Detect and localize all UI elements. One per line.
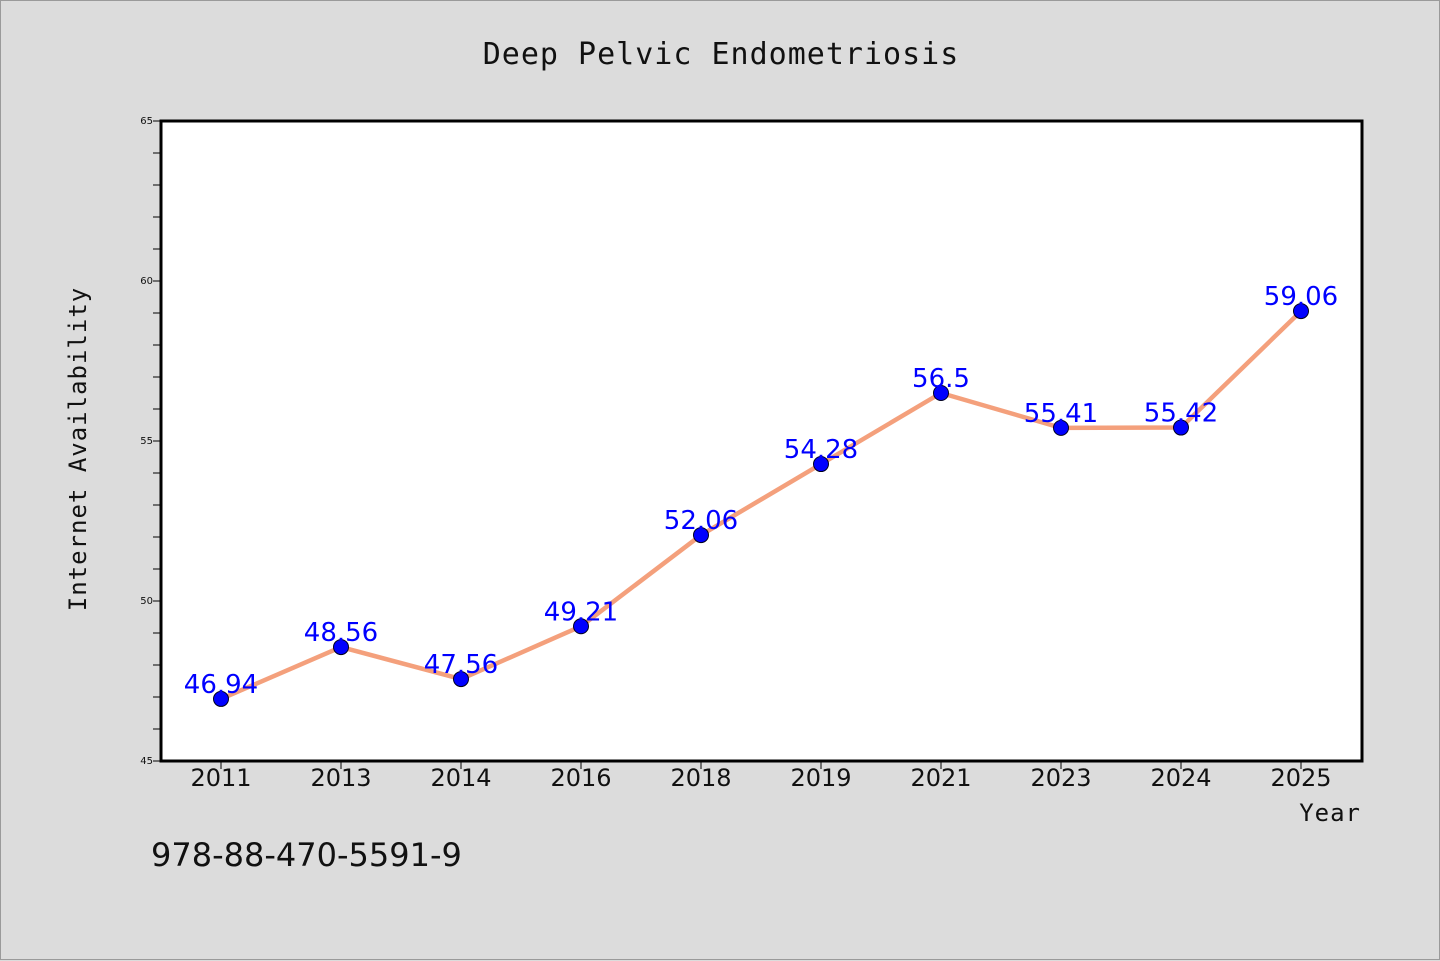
- x-tick-label: 2024: [1150, 764, 1211, 792]
- data-label: 48.56: [304, 618, 378, 648]
- footnote-isbn: 978-88-470-5591-9: [151, 836, 462, 874]
- series-line: [220, 309, 1303, 701]
- data-point: [1173, 419, 1189, 436]
- data-point: [1293, 303, 1309, 320]
- data-label: 46.94: [184, 670, 258, 700]
- x-tick-label: 2021: [910, 764, 971, 792]
- data-point: [333, 639, 349, 656]
- data-label: 56.5: [912, 364, 970, 394]
- data-label: 55.41: [1024, 399, 1098, 429]
- axis-ticks: 45 50 55 60 65 2011 2013 2014 2016 2018 2019 2021 20…: [140, 116, 1331, 792]
- data-point: [573, 618, 589, 635]
- data-point: [933, 385, 949, 401]
- data-point: [213, 690, 229, 707]
- x-axis-label: Year: [1299, 799, 1361, 827]
- x-tick-label: 2025: [1270, 764, 1331, 792]
- x-tick-label: 2023: [1030, 764, 1091, 792]
- y-tick-label: 65: [140, 116, 153, 127]
- data-labels: 46.94 48.56 47.56 49.21 52.06 54.28 56.5 55.41 5…: [184, 282, 1338, 700]
- data-label: 52.06: [664, 506, 738, 536]
- data-point: [693, 527, 709, 544]
- y-tick-label: 50: [140, 596, 153, 607]
- x-tick-label: 2019: [790, 764, 851, 792]
- chart-title: Deep Pelvic Endometriosis: [483, 37, 960, 72]
- data-point: [453, 671, 469, 688]
- data-label: 47.56: [424, 650, 498, 680]
- data-point: [813, 456, 829, 473]
- x-tick-label: 2013: [310, 764, 371, 792]
- x-tick-label: 2014: [430, 764, 491, 792]
- x-tick-label: 2016: [550, 764, 611, 792]
- data-label: 59.06: [1264, 282, 1338, 312]
- data-label: 49.21: [544, 597, 618, 627]
- plot-area: [159, 119, 1364, 763]
- y-tick-label: 60: [140, 276, 153, 287]
- y-axis-label: Internet Availability: [64, 287, 92, 611]
- y-tick-label: 45: [140, 756, 153, 767]
- series: [213, 303, 1309, 707]
- x-tick-label: 2018: [670, 764, 731, 792]
- y-tick-label: 55: [140, 436, 153, 447]
- data-label: 55.42: [1144, 399, 1218, 429]
- data-point: [1053, 419, 1069, 436]
- x-tick-label: 2011: [190, 764, 251, 792]
- data-label: 54.28: [784, 435, 858, 465]
